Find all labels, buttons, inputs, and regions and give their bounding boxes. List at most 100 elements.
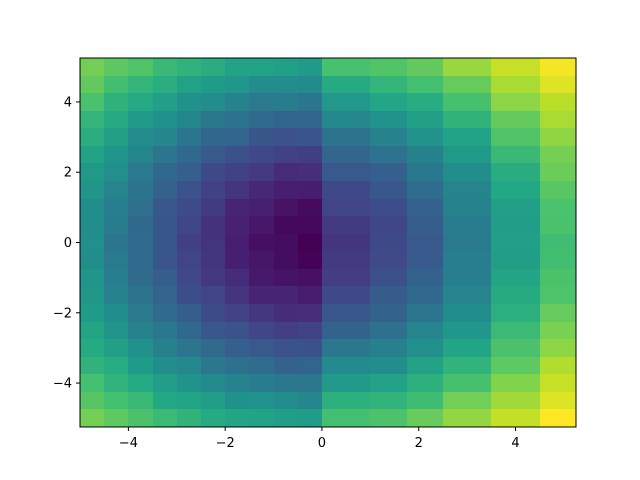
heatmap-cell: [104, 339, 128, 357]
heatmap-cell: [370, 181, 407, 199]
heatmap-cell: [128, 322, 153, 339]
heatmap-cell: [491, 392, 540, 409]
heatmap-cell: [370, 199, 407, 216]
heatmap-cell: [80, 286, 104, 304]
heatmap-cell: [298, 339, 322, 357]
heatmap-cell: [540, 409, 576, 427]
heatmap-cell: [491, 181, 540, 199]
heatmap-cell: [201, 269, 225, 286]
heatmap-cell: [540, 251, 576, 269]
heatmap-cell: [370, 58, 407, 76]
heatmap-cell: [249, 199, 274, 216]
heatmap-cell: [225, 181, 249, 199]
heatmap-cell: [370, 374, 407, 392]
heatmap-cell: [370, 409, 407, 427]
heatmap-cell: [443, 357, 491, 374]
heatmap-cell: [128, 304, 153, 322]
heatmap-cell: [80, 374, 104, 392]
heatmap-cell: [491, 93, 540, 111]
heatmap-cell: [104, 58, 128, 76]
heatmap-cell: [407, 163, 443, 181]
heatmap-cell: [443, 199, 491, 216]
heatmap-cell: [153, 357, 177, 374]
heatmap-cell: [540, 304, 576, 322]
y-tick-label: −4: [53, 377, 72, 392]
heatmap-cell: [274, 199, 298, 216]
heatmap-cell: [322, 251, 370, 269]
heatmap-cell: [128, 409, 153, 427]
heatmap-cell: [540, 93, 576, 111]
heatmap-cell: [104, 392, 128, 409]
heatmap-cell: [274, 304, 298, 322]
heatmap-cell: [153, 93, 177, 111]
heatmap-cell: [407, 392, 443, 409]
heatmap-cell: [225, 146, 249, 163]
heatmap-cell: [128, 93, 153, 111]
heatmap-cell: [249, 234, 274, 251]
heatmap-cell: [177, 216, 201, 234]
heatmap-cell: [322, 339, 370, 357]
heatmap-cell: [201, 357, 225, 374]
heatmap-cell: [491, 199, 540, 216]
heatmap-cell: [370, 304, 407, 322]
heatmap-cell: [298, 374, 322, 392]
heatmap-cell: [370, 357, 407, 374]
heatmap-cell: [298, 199, 322, 216]
heatmap-cell: [201, 409, 225, 427]
heatmap-cell: [201, 111, 225, 128]
heatmap-cell: [249, 286, 274, 304]
heatmap-cell: [322, 304, 370, 322]
heatmap-cell: [153, 269, 177, 286]
heatmap-cell: [104, 251, 128, 269]
heatmap-cell: [249, 304, 274, 322]
heatmap-cell: [491, 304, 540, 322]
heatmap-cell: [225, 409, 249, 427]
heatmap-cell: [298, 409, 322, 427]
heatmap-cell: [540, 58, 576, 76]
heatmap-cell: [201, 181, 225, 199]
heatmap-cell: [225, 374, 249, 392]
heatmap-cell: [128, 146, 153, 163]
heatmap-cell: [370, 322, 407, 339]
heatmap-cell: [443, 93, 491, 111]
heatmap-cell: [249, 76, 274, 93]
heatmap-cell: [128, 76, 153, 93]
heatmap-cell: [274, 216, 298, 234]
heatmap-cell: [177, 199, 201, 216]
heatmap-cell: [225, 392, 249, 409]
heatmap-cell: [540, 234, 576, 251]
heatmap-cell: [370, 76, 407, 93]
heatmap-cell: [104, 128, 128, 146]
heatmap-cell: [491, 286, 540, 304]
heatmap-cell: [104, 93, 128, 111]
heatmap-cell: [104, 234, 128, 251]
heatmap-cell: [370, 286, 407, 304]
heatmap-cell: [201, 286, 225, 304]
heatmap-cell: [249, 163, 274, 181]
heatmap-cell: [322, 269, 370, 286]
heatmap-cell: [104, 163, 128, 181]
heatmap-cell: [322, 409, 370, 427]
y-tick-label: 2: [64, 166, 72, 181]
heatmap-cell: [177, 322, 201, 339]
heatmap-cell: [249, 392, 274, 409]
heatmap-cell: [540, 199, 576, 216]
heatmap-cell: [443, 269, 491, 286]
heatmap-cell: [201, 304, 225, 322]
heatmap-cell: [177, 58, 201, 76]
heatmap-cell: [177, 234, 201, 251]
heatmap-cell: [407, 374, 443, 392]
heatmap-cell: [274, 286, 298, 304]
heatmap-cell: [153, 374, 177, 392]
heatmap-cell: [128, 163, 153, 181]
heatmap-cell: [80, 304, 104, 322]
heatmap-cell: [128, 251, 153, 269]
heatmap-cell: [177, 251, 201, 269]
heatmap-cell: [104, 111, 128, 128]
heatmap-cell: [225, 322, 249, 339]
heatmap-cell: [540, 392, 576, 409]
heatmap-cell: [225, 93, 249, 111]
heatmap-cell: [443, 58, 491, 76]
heatmap-cell: [298, 304, 322, 322]
